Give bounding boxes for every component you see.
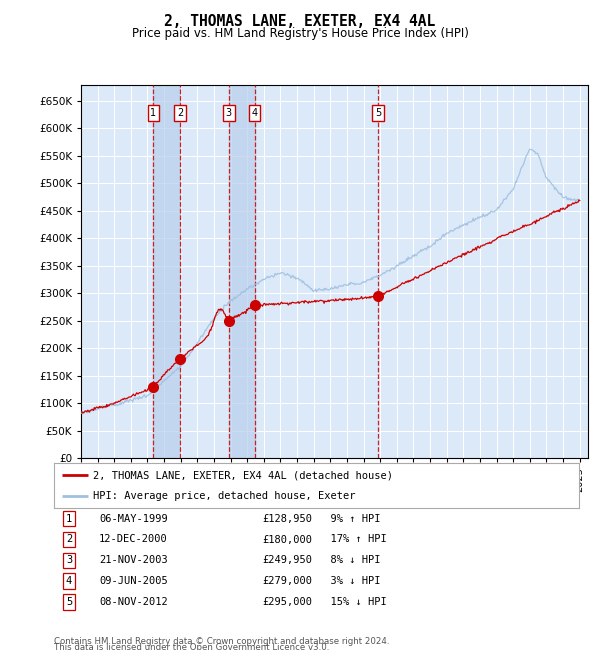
- Text: 06-MAY-1999: 06-MAY-1999: [99, 514, 168, 524]
- Text: 2: 2: [177, 108, 183, 118]
- Text: 4: 4: [251, 108, 257, 118]
- Text: 2, THOMAS LANE, EXETER, EX4 4AL: 2, THOMAS LANE, EXETER, EX4 4AL: [164, 14, 436, 29]
- Text: 5: 5: [66, 597, 72, 607]
- Text: 08-NOV-2012: 08-NOV-2012: [99, 597, 168, 607]
- Text: 12-DEC-2000: 12-DEC-2000: [99, 534, 168, 545]
- Text: 3% ↓ HPI: 3% ↓ HPI: [318, 576, 380, 586]
- Text: 3: 3: [226, 108, 232, 118]
- Text: 09-JUN-2005: 09-JUN-2005: [99, 576, 168, 586]
- Text: £279,000: £279,000: [262, 576, 312, 586]
- Bar: [154, 84, 180, 458]
- Text: 9% ↑ HPI: 9% ↑ HPI: [318, 514, 380, 524]
- Text: £128,950: £128,950: [262, 514, 312, 524]
- Text: 15% ↓ HPI: 15% ↓ HPI: [318, 597, 387, 607]
- Text: Contains HM Land Registry data © Crown copyright and database right 2024.: Contains HM Land Registry data © Crown c…: [54, 637, 389, 646]
- Text: 2, THOMAS LANE, EXETER, EX4 4AL (detached house): 2, THOMAS LANE, EXETER, EX4 4AL (detache…: [94, 470, 394, 480]
- Text: 3: 3: [66, 555, 72, 566]
- Bar: [229, 84, 254, 458]
- Text: Price paid vs. HM Land Registry's House Price Index (HPI): Price paid vs. HM Land Registry's House …: [131, 27, 469, 40]
- Text: £249,950: £249,950: [262, 555, 312, 566]
- Text: 21-NOV-2003: 21-NOV-2003: [99, 555, 168, 566]
- Text: £180,000: £180,000: [262, 534, 312, 545]
- Text: 1: 1: [150, 108, 157, 118]
- Text: 4: 4: [66, 576, 72, 586]
- Text: HPI: Average price, detached house, Exeter: HPI: Average price, detached house, Exet…: [94, 491, 356, 501]
- Text: 17% ↑ HPI: 17% ↑ HPI: [318, 534, 387, 545]
- Text: 2: 2: [66, 534, 72, 545]
- Text: 1: 1: [66, 514, 72, 524]
- Text: 8% ↓ HPI: 8% ↓ HPI: [318, 555, 380, 566]
- Text: 5: 5: [375, 108, 381, 118]
- Text: £295,000: £295,000: [262, 597, 312, 607]
- Text: This data is licensed under the Open Government Licence v3.0.: This data is licensed under the Open Gov…: [54, 643, 329, 650]
